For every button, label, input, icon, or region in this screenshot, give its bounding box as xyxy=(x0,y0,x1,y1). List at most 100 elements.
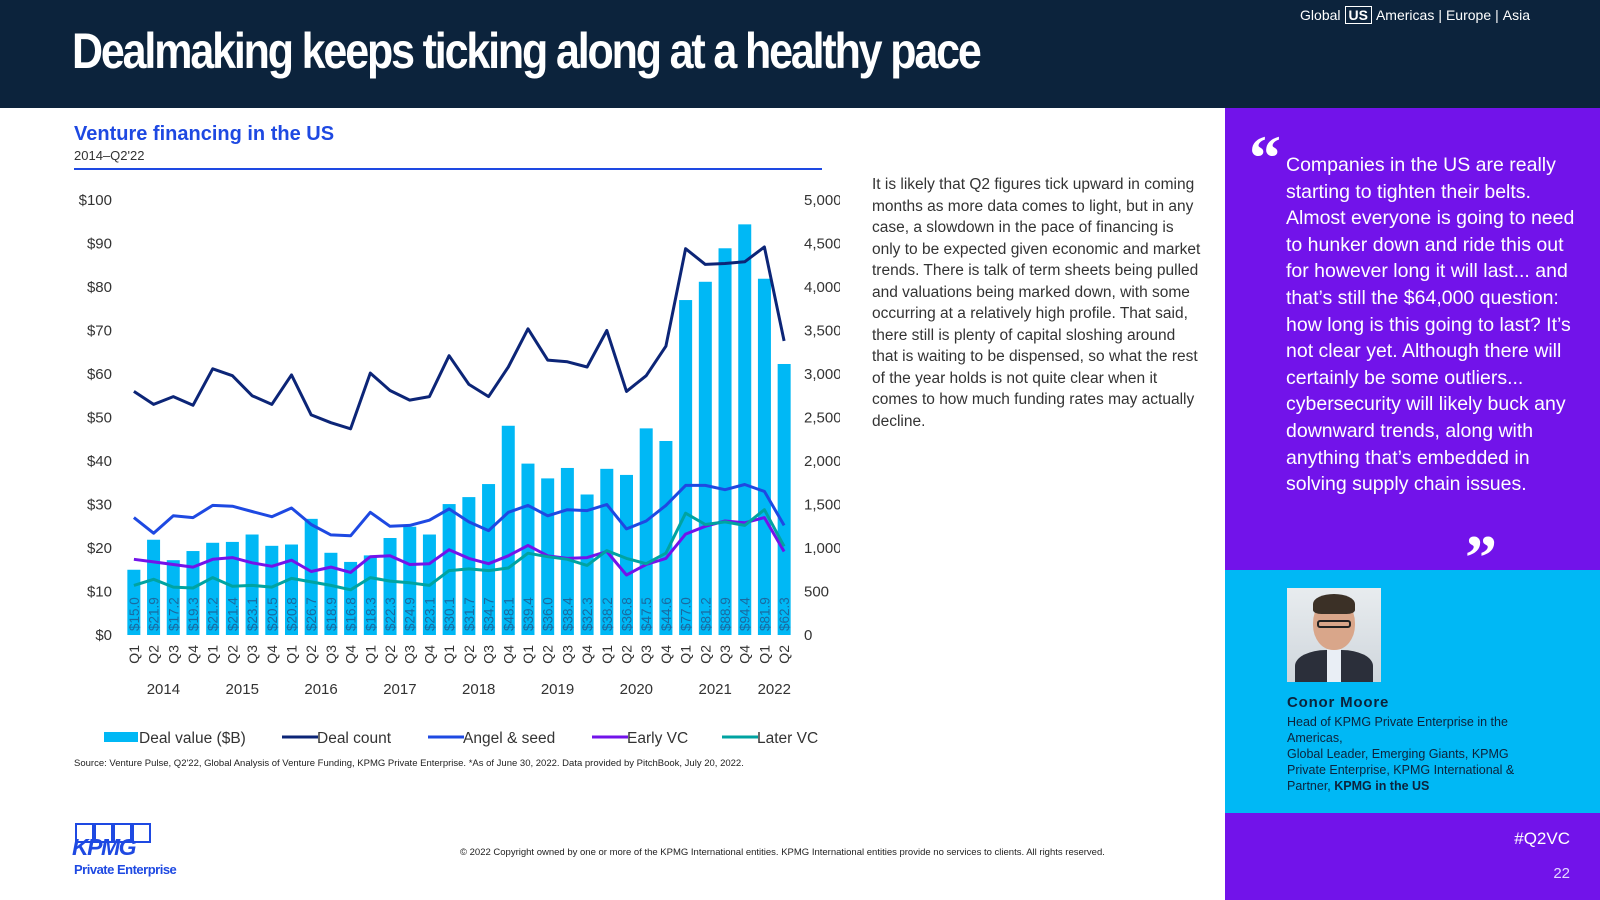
deal-value-bar xyxy=(225,541,239,635)
nav-separator: | xyxy=(1438,7,1442,23)
quarter-tick-label: Q1 xyxy=(126,645,142,664)
header-bar: Dealmaking keeps ticking along at a heal… xyxy=(0,0,1600,108)
legend-label: Angel & seed xyxy=(463,730,555,747)
nav-us-link[interactable]: US xyxy=(1344,6,1372,24)
quarter-tick-label: Q4 xyxy=(737,645,753,664)
quarter-tick-label: Q1 xyxy=(756,645,772,664)
right-axis-tick: 3,500 xyxy=(804,323,840,340)
bar-data-label: $15.0 xyxy=(127,597,142,631)
deal-value-bar xyxy=(718,248,732,635)
year-label: 2015 xyxy=(226,681,259,698)
legend-swatch xyxy=(104,732,138,742)
left-axis-tick: $20 xyxy=(87,540,112,557)
bar-data-label: $32.3 xyxy=(580,597,595,631)
quarter-tick-label: Q2 xyxy=(146,645,162,664)
nav-global-link[interactable]: Global xyxy=(1300,7,1341,23)
bar-data-label: $22.3 xyxy=(383,597,398,631)
deal-value-bar xyxy=(265,545,279,635)
year-label: 2020 xyxy=(620,681,653,698)
quarter-tick-label: Q4 xyxy=(579,645,595,664)
bar-data-label: $48.1 xyxy=(501,597,516,631)
quarter-tick-label: Q2 xyxy=(461,645,477,664)
quarter-tick-label: Q3 xyxy=(481,645,497,664)
quarter-tick-label: Q1 xyxy=(441,645,457,664)
deal-value-bar xyxy=(698,281,712,635)
source-note: Source: Venture Pulse, Q2'22, Global Ana… xyxy=(74,758,744,769)
deal-value-bar xyxy=(679,300,693,635)
series-line-later-vc xyxy=(133,508,786,592)
deal-value-bar xyxy=(659,440,673,635)
bar-data-label: $19.3 xyxy=(186,597,201,631)
deal-value-bar xyxy=(166,560,180,635)
left-axis-tick: $90 xyxy=(87,236,112,253)
quarter-tick-label: Q2 xyxy=(382,645,398,664)
quarter-tick-label: Q3 xyxy=(638,645,654,664)
quarter-tick-label: Q1 xyxy=(678,645,694,664)
deal-value-bar xyxy=(757,278,771,635)
left-axis-tick: $30 xyxy=(87,497,112,514)
venture-financing-chart: $0 $10 $20 $30 $40 $50 $60 $70 $80 $90 $100 0 500 1,0… xyxy=(79,192,840,747)
quarter-tick-label: Q4 xyxy=(658,645,674,664)
bar-data-label: $36.0 xyxy=(541,597,556,631)
right-axis-tick: 500 xyxy=(804,584,829,601)
right-axis-tick: 2,000 xyxy=(804,453,840,470)
quarter-tick-label: Q2 xyxy=(619,645,635,664)
deal-value-bar xyxy=(639,428,653,635)
quote-panel: “ Companies in the US are really startin… xyxy=(1225,108,1600,590)
deal-value-bar xyxy=(206,542,220,635)
open-quote-icon: “ xyxy=(1249,122,1281,193)
legend-label: Deal count xyxy=(317,730,392,747)
quarter-tick-label: Q1 xyxy=(599,645,615,664)
right-axis-tick: 0 xyxy=(804,627,812,644)
footer-tag-panel: #Q2VC 22 xyxy=(1225,813,1600,900)
quote-text: Companies in the US are really starting … xyxy=(1286,154,1575,496)
left-axis-tick: $10 xyxy=(87,584,112,601)
year-label: 2016 xyxy=(304,681,337,698)
quarter-tick-label: Q1 xyxy=(284,645,300,664)
bar-data-label: $20.8 xyxy=(285,597,300,631)
right-axis-tick: 3,000 xyxy=(804,366,840,383)
bar-data-label: $39.4 xyxy=(521,597,536,631)
quarter-tick-label: Q4 xyxy=(500,645,516,664)
bar-data-label: $47.5 xyxy=(639,597,654,631)
left-axis-tick: $100 xyxy=(79,192,112,209)
copyright-note: © 2022 Copyright owned by one or more of… xyxy=(460,847,1105,858)
deal-value-bar xyxy=(304,518,318,635)
chart-title: Venture financing in the US xyxy=(74,123,335,145)
hashtag[interactable]: #Q2VC xyxy=(1514,829,1570,848)
legend-label: Deal value ($B) xyxy=(139,730,246,747)
nav-americas-link[interactable]: Americas xyxy=(1375,7,1435,23)
bar-data-label: $36.8 xyxy=(620,597,635,631)
quarter-tick-label: Q3 xyxy=(165,645,181,664)
person-photo xyxy=(1287,588,1381,682)
year-label: 2017 xyxy=(383,681,416,698)
bar-data-label: $20.5 xyxy=(265,597,280,631)
right-axis-tick: 4,500 xyxy=(804,236,840,253)
quarter-tick-label: Q3 xyxy=(244,645,260,664)
quarter-tick-label: Q2 xyxy=(697,645,713,664)
deal-value-bar xyxy=(738,224,752,636)
bar-data-label: $26.7 xyxy=(304,597,319,631)
bar-data-label: $81.2 xyxy=(698,597,713,631)
deal-value-bar xyxy=(462,497,476,635)
bar-data-label: $88.9 xyxy=(718,597,733,631)
kpmg-logo-text: KPMG xyxy=(72,834,137,860)
year-label: 2019 xyxy=(541,681,574,698)
left-axis-tick: $80 xyxy=(87,279,112,296)
kpmg-logo: KPMG xyxy=(72,823,151,860)
deal-value-bar xyxy=(383,537,397,635)
nav-europe-link[interactable]: Europe xyxy=(1445,7,1492,23)
quarter-tick-label: Q4 xyxy=(264,645,280,664)
right-axis-tick: 5,000 xyxy=(804,192,840,209)
deal-value-bar xyxy=(403,526,417,635)
person-company: KPMG in the US xyxy=(1334,779,1430,793)
deal-value-bar xyxy=(501,425,515,635)
right-axis-tick: 1,000 xyxy=(804,540,840,557)
bar-data-label: $17.2 xyxy=(166,597,181,631)
nav-asia-link[interactable]: Asia xyxy=(1502,7,1530,23)
bar-data-label: $34.7 xyxy=(482,597,497,631)
logo-subtitle: Private Enterprise xyxy=(74,862,177,877)
region-nav: Global US Americas | Europe | Asia xyxy=(1300,6,1530,24)
deal-value-bar xyxy=(344,561,358,635)
quarter-tick-label: Q3 xyxy=(717,645,733,664)
